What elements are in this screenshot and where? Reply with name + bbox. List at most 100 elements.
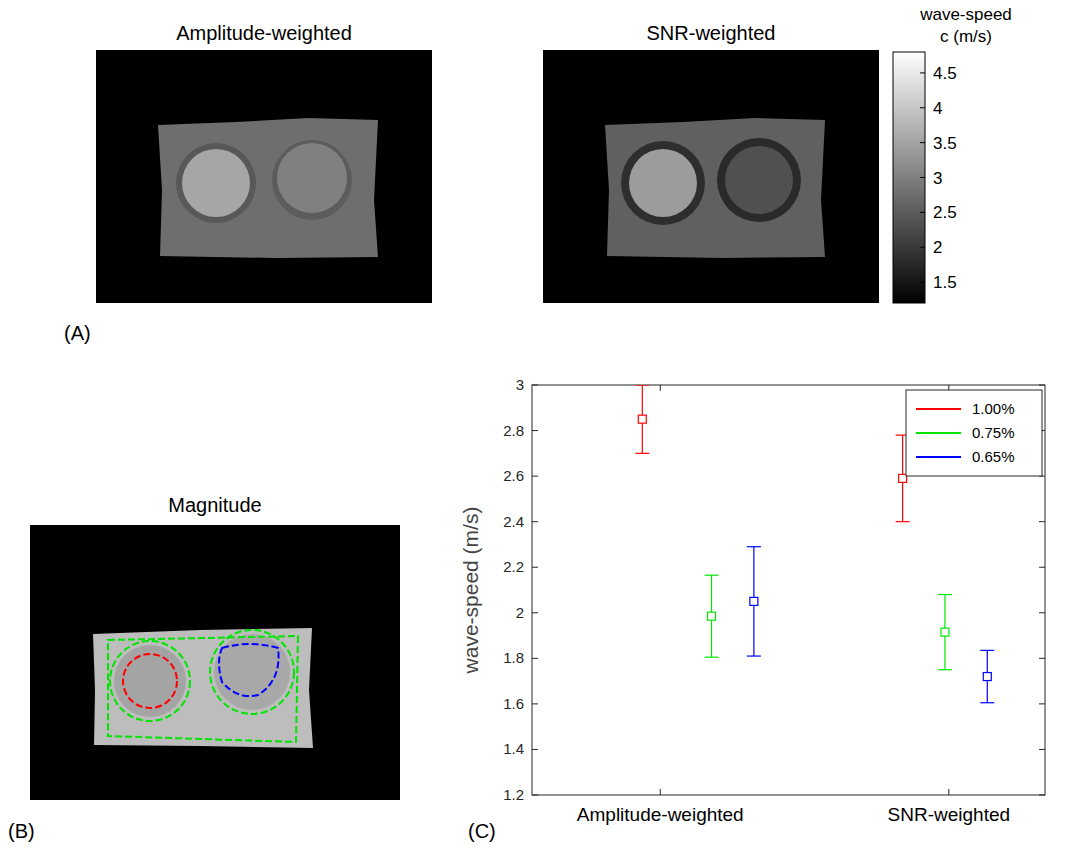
x-tick-label: SNR-weighted xyxy=(888,804,1011,825)
image-background xyxy=(30,525,400,800)
roi-inclusion-blue xyxy=(219,644,279,696)
plot-frame xyxy=(532,385,1045,795)
legend-swatch xyxy=(916,408,961,410)
panel-letter: (B) xyxy=(8,820,35,842)
data-point xyxy=(708,612,716,620)
phantom-body xyxy=(93,628,313,748)
y-tick xyxy=(532,521,538,522)
y-tick xyxy=(1039,658,1045,659)
y-tick-label: 3 xyxy=(516,376,524,393)
y-tick xyxy=(1039,749,1045,750)
error-bar xyxy=(747,547,761,656)
data-point xyxy=(941,628,949,636)
colorbar-title: wave-speed xyxy=(919,5,1012,24)
inclusion xyxy=(214,634,290,710)
x-tick xyxy=(660,385,661,391)
inclusion xyxy=(277,143,347,213)
figure: Amplitude-weighted SNR-weighted 1.5 2 2.5 3 3.… xyxy=(0,0,1073,850)
image-background xyxy=(543,50,879,303)
error-bar-cap xyxy=(635,385,649,386)
roi-background xyxy=(108,636,298,742)
y-tick xyxy=(1039,567,1045,568)
x-tick-label: Amplitude-weighted xyxy=(577,804,744,825)
colorbar-tick xyxy=(920,72,925,73)
wave-speed-map xyxy=(543,50,879,303)
y-tick xyxy=(1039,703,1045,704)
y-tick xyxy=(532,385,538,386)
colorbar-tick xyxy=(920,107,925,108)
roi-inclusion-red xyxy=(123,654,177,708)
y-tick-label: 1.2 xyxy=(503,786,524,803)
colorbar-tick-label: 3 xyxy=(933,169,942,188)
error-bar-cap xyxy=(980,650,994,651)
phantom-body xyxy=(158,118,378,258)
inclusion-ring xyxy=(176,143,256,223)
inclusion-ring xyxy=(717,138,801,222)
wave-speed-map xyxy=(96,50,432,303)
y-tick-label: 1.8 xyxy=(503,649,524,666)
colorbar-tick xyxy=(920,247,925,248)
y-tick-label: 2.2 xyxy=(503,558,524,575)
colorbar-title: c (m/s) xyxy=(940,27,992,46)
image-title: SNR-weighted xyxy=(647,22,776,44)
x-tick xyxy=(660,789,661,795)
marks xyxy=(635,385,994,703)
roi-ring xyxy=(210,630,294,714)
y-tick-label: 2.8 xyxy=(503,422,524,439)
colorbar-tick-label: 2.5 xyxy=(933,203,957,222)
inclusion xyxy=(114,645,186,717)
data-point xyxy=(750,597,758,605)
roi-ring xyxy=(110,641,190,721)
y-tick xyxy=(532,795,538,796)
error-bar-cap xyxy=(980,702,994,703)
error-bar-cap xyxy=(938,669,952,670)
inclusion-ring xyxy=(621,141,705,225)
colorbar-tick xyxy=(920,212,925,213)
data-point xyxy=(899,474,907,482)
error-bar xyxy=(635,385,649,453)
y-tick xyxy=(532,658,538,659)
phantom-body xyxy=(605,118,825,258)
colorbar-tick-label: 1.5 xyxy=(933,273,957,292)
y-tick xyxy=(532,430,538,431)
y-tick-label: 2.6 xyxy=(503,467,524,484)
colorbar-tick xyxy=(920,177,925,178)
error-bar-cap xyxy=(635,453,649,454)
colorbar xyxy=(893,52,925,303)
panel-letter: (C) xyxy=(468,820,496,842)
legend: 1.00%0.75%0.65% xyxy=(906,390,1042,476)
inclusion xyxy=(182,149,250,217)
x-tick xyxy=(948,789,949,795)
colorbar-tick-label: 3.5 xyxy=(933,134,957,153)
error-bar-cap xyxy=(938,594,952,595)
image-background xyxy=(96,50,432,303)
error-bar xyxy=(980,650,994,702)
y-tick xyxy=(532,749,538,750)
legend-swatch xyxy=(916,456,961,458)
error-bar-cap xyxy=(747,655,761,656)
colorbar-tick-label: 4 xyxy=(933,99,942,118)
y-tick xyxy=(1039,521,1045,522)
legend-label: 0.65% xyxy=(972,448,1015,465)
legend-swatch xyxy=(916,432,961,434)
inclusion xyxy=(629,149,697,217)
magnitude-image xyxy=(30,525,400,800)
inclusion-ring xyxy=(272,140,352,220)
y-tick xyxy=(532,567,538,568)
error-bar xyxy=(705,575,719,657)
image-title: Magnitude xyxy=(168,494,261,516)
legend-label: 1.00% xyxy=(972,400,1015,417)
inclusion xyxy=(725,146,793,214)
data-point xyxy=(638,415,646,423)
error-bar-cap xyxy=(705,575,719,576)
colorbar-tick-label: 4.5 xyxy=(933,64,957,83)
error-bar-cap xyxy=(705,657,719,658)
colorbar-tick-label: 2 xyxy=(933,238,942,257)
y-tick xyxy=(532,703,538,704)
panel-letter: (A) xyxy=(64,322,91,344)
image-title: Amplitude-weighted xyxy=(176,22,352,44)
y-tick-label: 1.4 xyxy=(503,740,524,757)
legend-box xyxy=(906,390,1042,476)
y-tick-label: 2.4 xyxy=(503,513,524,530)
colorbar-tick xyxy=(920,142,925,143)
